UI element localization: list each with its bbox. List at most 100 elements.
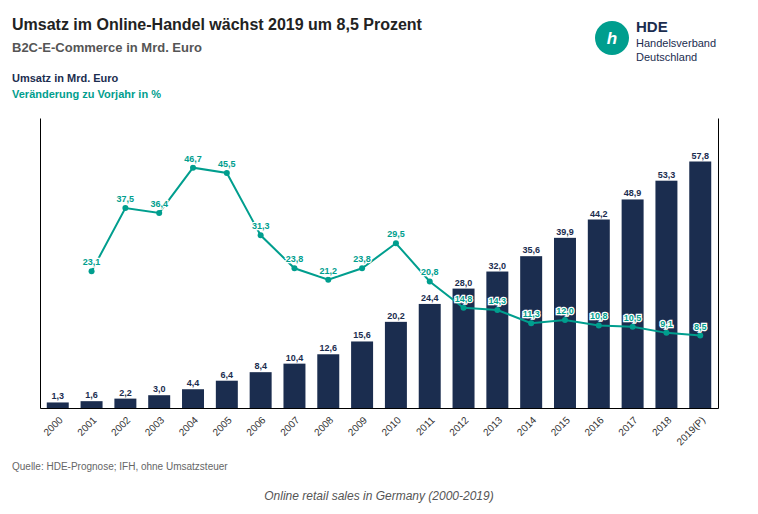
- x-tick: 2009: [346, 414, 370, 438]
- line-marker: [562, 317, 568, 323]
- line-marker: [393, 240, 399, 246]
- title: Umsatz im Online-Handel wächst 2019 um 8…: [12, 16, 423, 33]
- y2-axis-title: Veränderung zu Vorjahr in %: [12, 88, 161, 100]
- x-tick-label: 2009: [346, 414, 370, 438]
- y2-axis: [718, 119, 719, 409]
- bar-label: 39,9: [556, 227, 574, 237]
- bar-label: 20,2: [387, 311, 405, 321]
- line-label: 23,8: [286, 254, 304, 264]
- x-tick: 2013: [481, 414, 505, 438]
- bar: [588, 220, 610, 409]
- bar-label: 44,2: [590, 209, 608, 219]
- bar: [283, 364, 305, 408]
- x-tick: 2012: [447, 414, 471, 438]
- line-label: 8,5: [694, 322, 707, 332]
- line-marker: [89, 268, 95, 274]
- line-label: 14,3: [489, 296, 507, 306]
- x-tick: 2011: [414, 414, 437, 437]
- bar: [351, 341, 373, 408]
- bar: [114, 399, 136, 408]
- x-tick: 2004: [177, 414, 201, 438]
- bar: [689, 162, 711, 409]
- x-tick: 2005: [210, 414, 234, 438]
- subtitle: B2C-E-Commerce in Mrd. Euro: [12, 40, 202, 55]
- x-tick-label: 2012: [447, 414, 471, 438]
- x-axis-line: [41, 408, 719, 409]
- line-marker: [190, 165, 196, 171]
- y-axis-title: Umsatz in Mrd. Euro: [12, 72, 119, 84]
- bar-label: 3,0: [153, 384, 166, 394]
- x-tick-label: 2008: [312, 414, 336, 438]
- bar: [622, 199, 644, 408]
- line-marker: [359, 265, 365, 271]
- bar-label: 10,4: [286, 353, 304, 363]
- bar-label: 48,9: [624, 188, 642, 198]
- line-marker: [630, 324, 636, 330]
- bar-label: 32,0: [489, 261, 507, 271]
- plot-area: [47, 162, 711, 409]
- line-label: 14,8: [455, 294, 473, 304]
- x-tick-label: 2011: [414, 414, 437, 437]
- y-axis: [40, 119, 41, 409]
- y2-axis-line: [718, 119, 719, 409]
- line-marker: [122, 205, 128, 211]
- bar: [182, 389, 204, 408]
- x-tick-label: 2001: [75, 414, 99, 438]
- annotation: Quelle: HDE-Prognose; IFH, ohne Umsatzst…: [12, 461, 228, 472]
- line-marker: [494, 307, 500, 313]
- x-tick: 2014: [515, 414, 539, 438]
- bar: [486, 272, 508, 408]
- x-tick: 2001: [75, 414, 99, 438]
- bar: [317, 354, 339, 408]
- x-axis: 2000200120022003200420052006200720082009…: [41, 409, 719, 448]
- line: [92, 168, 701, 336]
- x-tick-label: 2019(P): [674, 414, 707, 447]
- bar-label: 6,4: [221, 370, 234, 380]
- bar-label: 35,6: [522, 245, 540, 255]
- line-marker: [325, 277, 331, 283]
- x-tick-label: 2014: [515, 414, 539, 438]
- bar: [453, 289, 475, 408]
- bar-label: 1,3: [51, 391, 64, 401]
- x-tick: 2010: [379, 414, 403, 438]
- bar: [419, 304, 441, 408]
- x-tick: 2008: [312, 414, 336, 438]
- bar: [81, 401, 103, 408]
- line-marker: [596, 322, 602, 328]
- x-tick: 2018: [650, 414, 674, 438]
- bar-label: 24,4: [421, 293, 439, 303]
- bar-label: 57,8: [691, 151, 709, 161]
- annotation: Handelsverband: [636, 37, 716, 49]
- bar-label: 1,6: [85, 390, 98, 400]
- x-tick: 2000: [41, 414, 65, 438]
- line-marker: [461, 305, 467, 311]
- chart: Umsatz im Online-Handel wächst 2019 um 8…: [0, 0, 758, 514]
- line-marker: [663, 330, 669, 336]
- line-marker: [427, 278, 433, 284]
- x-tick-label: 2017: [616, 414, 640, 438]
- x-tick: 2017: [616, 414, 640, 438]
- bar: [554, 238, 576, 408]
- bar: [385, 322, 407, 408]
- line-marker: [697, 333, 703, 339]
- x-tick: 2019(P): [674, 414, 707, 447]
- line-label: 11,3: [523, 309, 540, 319]
- bar-label: 12,6: [320, 343, 338, 353]
- x-tick-label: 2010: [379, 414, 403, 438]
- line-label: 20,8: [421, 267, 439, 277]
- bar: [520, 256, 542, 408]
- x-tick-label: 2000: [41, 414, 65, 438]
- line-label: 31,3: [252, 221, 270, 231]
- logo-circle: [595, 21, 629, 55]
- annotation: HDE: [636, 18, 668, 35]
- line-label: 36,4: [150, 199, 168, 209]
- line-label: 46,7: [184, 154, 202, 164]
- line-marker: [224, 170, 230, 176]
- line-label: 12,0: [556, 306, 574, 316]
- x-tick-label: 2002: [109, 414, 133, 438]
- bar: [655, 181, 677, 408]
- annotation: h: [607, 29, 617, 48]
- x-tick: 2006: [244, 414, 268, 438]
- bar-label: 4,4: [187, 378, 200, 388]
- line-label: 10,5: [624, 313, 642, 323]
